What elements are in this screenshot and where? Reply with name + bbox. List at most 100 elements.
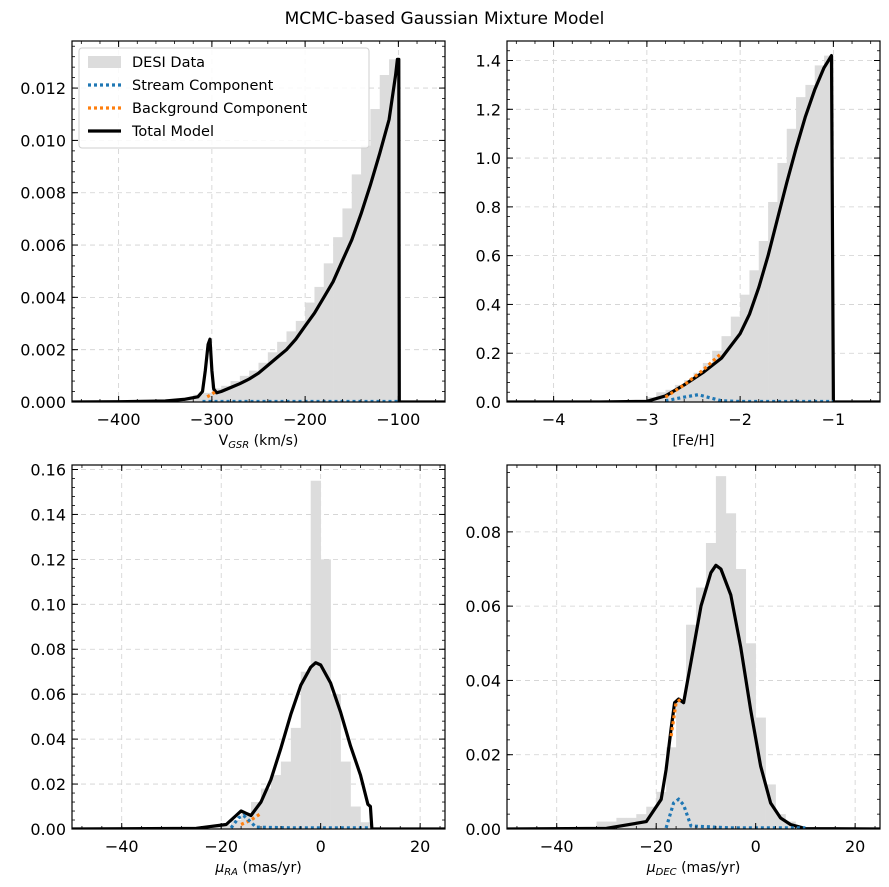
hist-bar: [314, 286, 325, 402]
x-tick-label: −40: [105, 837, 139, 856]
hist-bar: [300, 671, 312, 829]
hist-bar: [231, 820, 242, 829]
x-tick-label: −200: [283, 410, 327, 429]
y-tick-label: 0.00: [30, 820, 66, 839]
hist-bar: [765, 784, 776, 829]
hist-bar: [725, 513, 737, 829]
hist-bar: [260, 788, 272, 829]
hist-bar: [305, 302, 315, 402]
x-tick-label: 0: [751, 837, 761, 856]
panel-1: −400 −300 −200 −100 0.000 0.002 0.004 0.006 0.00…: [20, 40, 446, 451]
hist-bar: [616, 817, 627, 829]
y-tick-label: 0.04: [30, 730, 66, 749]
background-component-line: [206, 390, 217, 399]
y-tick-label: 0.8: [476, 198, 501, 217]
hist-bar: [267, 352, 278, 402]
y-tick-label: 0.08: [30, 640, 66, 659]
legend-label: Background Component: [132, 101, 308, 117]
legend-label: Total Model: [131, 124, 214, 140]
hist-bar: [239, 375, 250, 402]
hist-bar: [768, 201, 778, 402]
y-tick-label: 0.00: [465, 820, 501, 839]
hist-bar: [666, 747, 677, 829]
hist-bar: [684, 380, 694, 402]
hist-bar: [758, 241, 769, 402]
hist-bar: [258, 362, 269, 402]
x-tick-label: −2: [728, 410, 752, 429]
y-tick-label: 0.02: [30, 775, 66, 794]
hist-bar: [342, 208, 353, 402]
hist-bar: [755, 717, 766, 829]
hist-bar: [656, 791, 667, 829]
hist-bar: [745, 643, 756, 829]
hist-bar: [221, 385, 231, 402]
hist-bar: [389, 59, 399, 402]
x-tick-label: −40: [540, 837, 574, 856]
ticks: −400 −300 −200 −100 0.000 0.002 0.004 0.006 0.00…: [20, 41, 445, 429]
hist-bar: [251, 802, 262, 829]
y-tick-label: 0.04: [465, 671, 501, 690]
hist-bar: [361, 145, 371, 402]
x-tick-label: 20: [845, 837, 865, 856]
grid: [72, 465, 445, 830]
ticks: −40 −20 0 20 0.00 0.02 0.04 0.06 0.08: [465, 465, 880, 856]
legend: DESI Data Stream Component Background Comp…: [78, 47, 370, 149]
hist-bar: [379, 75, 390, 402]
y-tick-label: 0.08: [465, 523, 501, 542]
y-tick-label: 1.0: [476, 149, 501, 168]
total-model-line: [507, 563, 880, 829]
y-tick-label: 0.14: [30, 505, 66, 524]
hist-bar: [370, 109, 381, 402]
hist-bar: [805, 84, 816, 402]
panels: −400 −300 −200 −1000.0000.0020.0040.0060.00…: [20, 40, 881, 878]
x-tick-label: −4: [542, 410, 566, 429]
y-tick-label: 1.2: [476, 100, 501, 119]
axes-frame: [506, 40, 881, 403]
hist-bar: [360, 822, 371, 829]
hist-bar: [740, 294, 750, 402]
hist-bar: [351, 174, 362, 402]
hist-bar: [211, 826, 222, 829]
y-tick-label: 0.16: [30, 460, 66, 479]
histogram: [646, 55, 834, 402]
hist-bar: [715, 476, 727, 829]
hist-bar: [730, 316, 741, 402]
y-tick-label: 0.10: [30, 595, 66, 614]
hist-bar: [183, 399, 194, 402]
hist-bar: [211, 388, 222, 402]
y-tick-label: 0.000: [20, 393, 66, 412]
hist-bar: [277, 341, 287, 402]
background-component-line: [240, 811, 262, 826]
hist-bar: [735, 569, 747, 829]
legend-box: [78, 47, 370, 149]
hist-bar: [702, 362, 713, 402]
hist-bar: [230, 381, 241, 402]
axes-frame: [506, 464, 881, 830]
y-tick-label: 0.4: [476, 295, 501, 314]
ticks: −4 −3 −2 −1 0.0 0.2 0.4 0.6 0.8 1.0 1.2 1.4: [476, 40, 880, 429]
y-tick-label: 0.006: [20, 236, 66, 255]
axes-frame: [71, 40, 446, 403]
x-tick-label: −3: [635, 410, 659, 429]
hist-bar: [330, 694, 341, 829]
hist-bar: [705, 543, 717, 829]
total-model-line: [72, 57, 445, 402]
y-tick-label: 0.002: [20, 341, 66, 360]
hist-bar: [676, 699, 687, 829]
hist-bar: [777, 162, 788, 402]
y-tick-label: 0.2: [476, 344, 501, 363]
hist-bar: [786, 128, 797, 402]
y-tick-label: 0.004: [20, 288, 66, 307]
hist-bar: [721, 336, 732, 402]
y-tick-label: 0.12: [30, 550, 66, 569]
x-tick-label: −300: [190, 410, 234, 429]
x-tick-label: −20: [639, 837, 673, 856]
background-component-line: [669, 697, 683, 737]
axes-frame: [71, 464, 446, 830]
hist-bar: [646, 806, 657, 829]
y-tick-label: 0.6: [476, 247, 501, 266]
hist-bar: [333, 237, 343, 402]
model-curves: [72, 661, 445, 829]
y-tick-label: 0.008: [20, 184, 66, 203]
